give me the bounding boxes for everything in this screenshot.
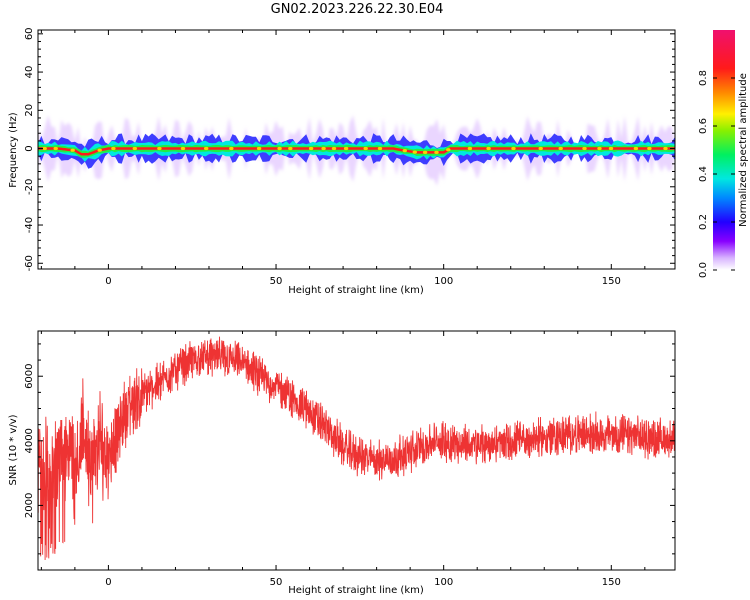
spectral-hotspot xyxy=(377,146,383,151)
spectral-hotspot xyxy=(42,146,47,151)
x-tick-label: 150 xyxy=(602,577,621,588)
colorbar-ticks: 0.0 0.2 0.4 0.6 0.8 xyxy=(698,70,735,278)
x-tick-label: 0 xyxy=(105,577,111,588)
spectral-hotspot xyxy=(180,146,186,151)
y-tick-label: 60 xyxy=(24,27,35,40)
spectral-hotspot xyxy=(157,146,162,151)
y-tick-label: 20 xyxy=(24,104,35,117)
spectral-hotspot xyxy=(412,150,417,154)
spectral-hotspot xyxy=(97,148,102,152)
spectral-hotspot xyxy=(647,146,652,151)
spectral-peak-line xyxy=(38,147,675,156)
spectral-hotspot xyxy=(402,149,407,153)
spectrogram-x-axis-label: Height of straight line (km) xyxy=(288,285,424,296)
spectral-hotspot xyxy=(363,146,368,151)
x-tick-label: 100 xyxy=(434,577,453,588)
spectral-hotspot xyxy=(608,146,614,151)
spectral-hotspot xyxy=(229,146,234,151)
y-tick-label: -40 xyxy=(24,217,35,233)
figure-title: GN02.2023.226.22.30.E04 xyxy=(270,2,444,17)
spectral-hotspot xyxy=(663,146,668,151)
spectral-hotspot xyxy=(132,146,137,151)
snr-series xyxy=(38,336,675,561)
spectral-hotspot xyxy=(204,146,209,151)
spectral-hotspot xyxy=(70,148,75,152)
spectrogram-panel: 0 50 100 150 -60 -40 -20 0 20 40 60 Height of stra… xyxy=(8,27,676,296)
spectral-hotspot xyxy=(308,146,314,151)
spectrogram-y-axis-label: Frequency (Hz) xyxy=(8,112,19,188)
colorbar: 0.0 0.2 0.4 0.6 0.8 Normalized spectral ampl… xyxy=(698,30,749,278)
snr-frame xyxy=(37,330,676,571)
spectral-hotspot xyxy=(434,150,439,154)
spectral-hotspot xyxy=(558,146,563,151)
spectral-hotspot xyxy=(633,146,639,151)
spectrogram-band xyxy=(38,115,675,186)
spectral-hotspot xyxy=(288,146,293,151)
colorbar-gradient xyxy=(713,30,735,270)
snr-panel: 0 50 100 150 2000 4000 6000 Height of straight… xyxy=(8,330,676,596)
x-tick-label: 50 xyxy=(270,276,283,287)
y-tick-label: 2000 xyxy=(24,493,35,518)
spectral-hotspot xyxy=(256,146,262,151)
y-tick-label: -60 xyxy=(24,255,35,271)
spectral-hotspot xyxy=(582,146,587,151)
colorbar-tick-label: 0.4 xyxy=(698,166,709,182)
x-tick-label: 50 xyxy=(270,577,283,588)
y-tick-label: 0 xyxy=(24,145,35,151)
spectral-hotspot xyxy=(331,146,337,151)
spectral-hotspot xyxy=(446,148,451,152)
spectrogram-frame xyxy=(37,29,676,270)
spectral-hotspot xyxy=(321,146,326,151)
spectral-hotspot xyxy=(486,146,491,151)
colorbar-tick-label: 0.2 xyxy=(698,214,709,230)
snr-ticks: 0 50 100 150 2000 4000 6000 xyxy=(24,331,675,588)
snr-x-axis-label: Height of straight line (km) xyxy=(288,585,424,596)
colorbar-label: Normalized spectral amplitude xyxy=(738,73,749,227)
x-tick-label: 0 xyxy=(105,276,111,287)
y-tick-label: 40 xyxy=(24,66,35,79)
y-tick-label: 4000 xyxy=(24,428,35,453)
spectral-hotspot xyxy=(511,146,516,151)
snr-line xyxy=(38,336,675,561)
colorbar-tick-label: 0.8 xyxy=(698,70,709,86)
colorbar-tick-label: 0.0 xyxy=(698,262,709,278)
y-tick-label: -20 xyxy=(24,179,35,195)
spectral-hotspot xyxy=(53,146,58,151)
x-tick-label: 150 xyxy=(602,276,621,287)
spectral-hotspot xyxy=(467,146,473,151)
snr-y-axis-label: SNR (10 * v/v) xyxy=(8,414,19,485)
y-tick-label: 6000 xyxy=(24,363,35,388)
spectral-hotspot xyxy=(277,146,282,151)
spectrogram-ticks: 0 50 100 150 -60 -40 -20 0 20 40 60 xyxy=(24,27,675,287)
spectral-hotspot xyxy=(597,146,602,151)
colorbar-tick-label: 0.6 xyxy=(698,118,709,134)
spectral-hotspot xyxy=(111,146,116,151)
spectral-hotspot xyxy=(422,150,428,154)
spectral-hotspot xyxy=(538,146,543,151)
x-tick-label: 100 xyxy=(434,276,453,287)
spectral-hotspot xyxy=(343,146,349,151)
